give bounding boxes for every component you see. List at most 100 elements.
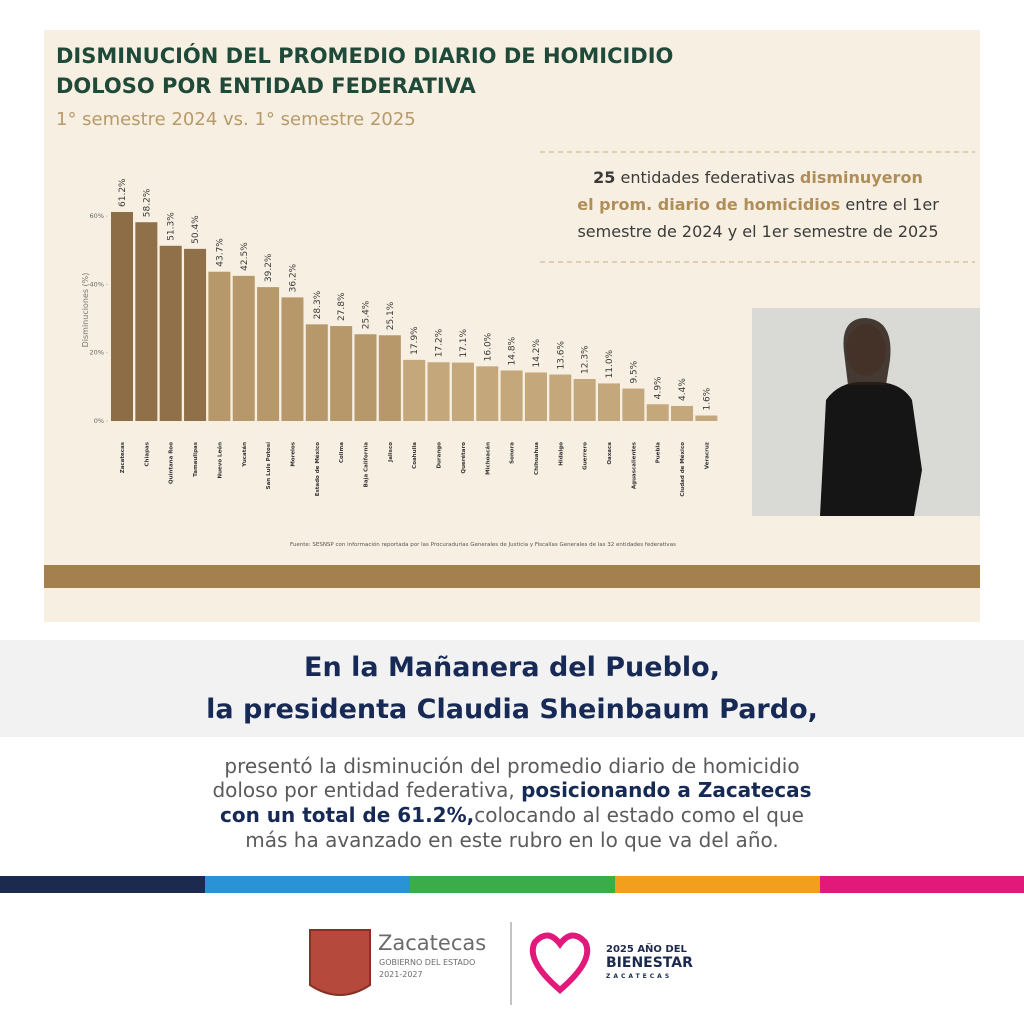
value-label: 51.3% [167, 212, 177, 241]
x-tick-label: Nuevo León [216, 442, 223, 479]
x-tick-label: Hidalgo [558, 442, 564, 466]
bar [622, 388, 645, 421]
bar [208, 271, 231, 421]
value-label: 17.1% [459, 329, 469, 358]
x-tick-label: Quintana Roo [169, 442, 175, 484]
body: doloso por entidad federativa, posiciona… [212, 778, 811, 802]
stripe [820, 876, 1024, 893]
body-text: con un total de 61.2%, [220, 803, 474, 827]
value-label: 25.1% [386, 301, 396, 330]
x-tick-label: San Luis Potosí [265, 441, 272, 489]
logo-text: Zacatecas [378, 931, 486, 955]
bar [524, 372, 547, 421]
bar [451, 362, 474, 421]
bar [646, 404, 669, 421]
y-tick-label: 40% [90, 280, 104, 288]
callout: 25 entidades federativas disminuyeron [593, 168, 923, 187]
value-label: 11.0% [605, 349, 615, 378]
x-tick-label: Durango [437, 442, 443, 469]
body-text: más ha avanzado en este rubro en lo que … [245, 828, 778, 852]
value-label: 61.2% [118, 178, 128, 207]
y-axis-title: Disminuciones (%) [81, 273, 90, 348]
y-tick-label: 60% [90, 212, 104, 220]
bar [378, 335, 401, 421]
x-tick-label: Chihuahua [534, 442, 540, 475]
logo-text: 2021-2027 [379, 970, 423, 979]
x-tick-label: Chiapas [144, 441, 150, 466]
x-tick-label: Morelos [290, 441, 296, 466]
body-text: posicionando a Zacatecas [521, 778, 811, 802]
callout: semestre de 2024 y el 1er semestre de 20… [577, 222, 938, 241]
value-label: 39.2% [264, 253, 274, 282]
value-label: 50.4% [191, 215, 201, 244]
callout: el prom. diario de homicidios entre el 1… [577, 195, 939, 214]
y-tick-label: 0% [94, 417, 104, 425]
value-label: 9.5% [629, 360, 639, 383]
value-label: 4.4% [678, 378, 688, 401]
logo-shield [309, 929, 371, 996]
person [820, 381, 922, 516]
chart-title: DISMINUCIÓN DEL PROMEDIO DIARIO DE HOMIC… [56, 43, 673, 68]
value-label: 28.3% [313, 290, 323, 319]
value-label: 12.3% [581, 345, 591, 374]
bar [159, 245, 182, 421]
value-label: 27.8% [337, 292, 347, 321]
bar [281, 297, 304, 421]
callout-text: disminuyeron [800, 168, 923, 187]
bar [184, 248, 207, 421]
value-label: 16.0% [483, 332, 493, 361]
x-tick-label: Michoacán [484, 442, 491, 475]
x-tick-label: Sonora [510, 442, 516, 464]
bar [257, 287, 280, 421]
value-label: 43.7% [215, 238, 225, 267]
bar [111, 211, 133, 421]
body: presentó la disminución del promedio dia… [224, 754, 799, 778]
source: Fuente: SESNSP con información reportada… [290, 541, 676, 548]
value-label: 36.2% [288, 263, 298, 292]
value-label: 4.9% [654, 376, 664, 399]
value-label: 14.8% [508, 336, 518, 365]
body-text: presentó la disminución del promedio dia… [224, 754, 799, 778]
stripe [0, 876, 205, 893]
logo-text: GOBIERNO DEL ESTADO [379, 958, 475, 967]
headline: En la Mañanera del Pueblo, [304, 652, 720, 683]
value-label: 25.4% [362, 300, 372, 329]
value-label: 58.2% [142, 188, 152, 217]
x-tick-label: Estado de México [314, 442, 321, 496]
chart-subtitle: 1° semestre 2024 vs. 1° semestre 2025 [56, 109, 416, 130]
video-inset [752, 308, 980, 516]
bar [232, 275, 255, 421]
x-tick-label: Yucatán [241, 442, 248, 468]
bar [476, 366, 499, 421]
x-tick-label: Jalisco [388, 442, 394, 463]
bar [305, 324, 328, 421]
x-tick-label: Baja California [364, 442, 370, 488]
x-tick-label: Zacatecas [120, 441, 126, 473]
bar [598, 383, 620, 421]
x-tick-label: Guerrero [583, 442, 589, 470]
value-label: 1.6% [702, 387, 712, 410]
bar [500, 370, 523, 421]
x-tick-label: Puebla [656, 442, 662, 463]
band [44, 565, 980, 588]
x-tick-label: Aguascalientes [631, 441, 637, 489]
callout-text: entre el 1er [840, 195, 939, 214]
stripe [615, 876, 820, 893]
color-stripe [0, 876, 1024, 893]
callout-text: semestre de 2024 y el 1er semestre de 20… [577, 222, 938, 241]
chart-title: DOLOSO POR ENTIDAD FEDERATIVA [56, 74, 476, 98]
stripe [205, 876, 410, 893]
bar [354, 334, 377, 421]
body: con un total de 61.2%,colocando al estad… [220, 803, 804, 827]
body: más ha avanzado en este rubro en lo que … [245, 828, 778, 852]
x-tick-label: Querétaro [460, 442, 467, 474]
value-label: 14.2% [532, 338, 542, 367]
bar [671, 405, 694, 421]
headline-band [0, 640, 1024, 737]
x-tick-label: Veracruz [704, 442, 710, 469]
x-tick-label: Colima [339, 442, 345, 463]
bar [403, 359, 426, 421]
callout-text: entidades federativas [615, 168, 799, 187]
